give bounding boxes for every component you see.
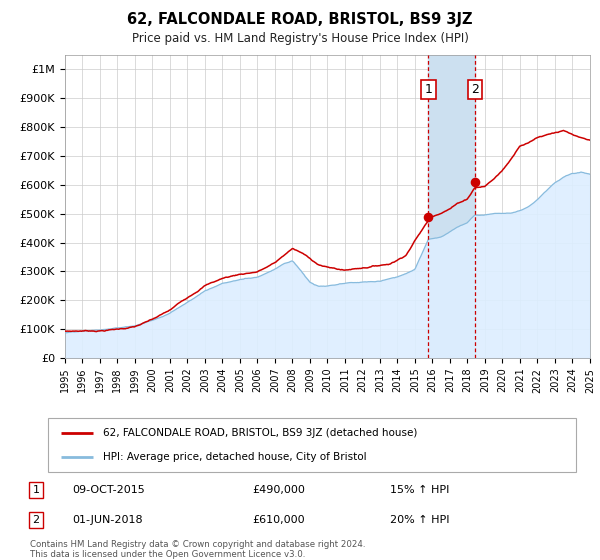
Text: 2: 2 — [471, 83, 479, 96]
Text: Price paid vs. HM Land Registry's House Price Index (HPI): Price paid vs. HM Land Registry's House … — [131, 32, 469, 45]
Text: 2: 2 — [32, 515, 40, 525]
Text: 20% ↑ HPI: 20% ↑ HPI — [390, 515, 449, 525]
Text: HPI: Average price, detached house, City of Bristol: HPI: Average price, detached house, City… — [103, 452, 367, 462]
Text: £610,000: £610,000 — [252, 515, 305, 525]
Text: 62, FALCONDALE ROAD, BRISTOL, BS9 3JZ: 62, FALCONDALE ROAD, BRISTOL, BS9 3JZ — [127, 12, 473, 27]
Text: 62, FALCONDALE ROAD, BRISTOL, BS9 3JZ (detached house): 62, FALCONDALE ROAD, BRISTOL, BS9 3JZ (d… — [103, 428, 418, 438]
Point — [470, 178, 479, 186]
Text: Contains HM Land Registry data © Crown copyright and database right 2024.
This d: Contains HM Land Registry data © Crown c… — [30, 540, 365, 559]
Text: 1: 1 — [425, 83, 433, 96]
Point — [424, 212, 433, 221]
Text: 01-JUN-2018: 01-JUN-2018 — [72, 515, 143, 525]
Text: £490,000: £490,000 — [252, 485, 305, 495]
Text: 1: 1 — [32, 485, 40, 495]
Bar — [428, 55, 475, 358]
Text: 15% ↑ HPI: 15% ↑ HPI — [390, 485, 449, 495]
Text: 09-OCT-2015: 09-OCT-2015 — [72, 485, 145, 495]
